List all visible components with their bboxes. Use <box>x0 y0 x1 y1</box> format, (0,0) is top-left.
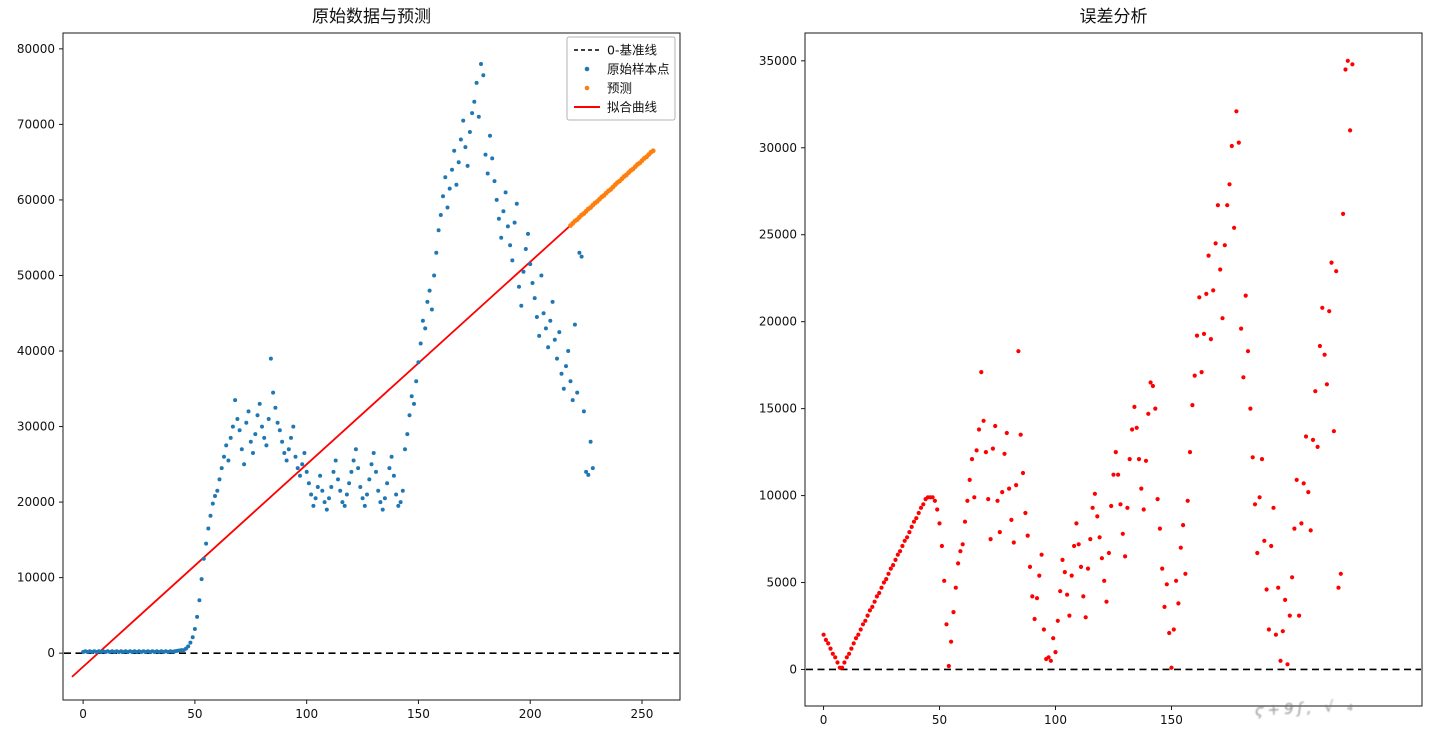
legend-label: 拟合曲线 <box>607 100 658 115</box>
y-tick-label: 35000 <box>759 54 797 68</box>
fit-line <box>71 149 654 678</box>
series-original-points <box>81 62 595 654</box>
legend-box <box>566 36 676 121</box>
x-tick-label: 150 <box>407 707 430 721</box>
series-error-points <box>821 58 1355 670</box>
series-prediction-points <box>568 148 656 229</box>
y-tick-label: 0 <box>47 646 55 660</box>
y-tick-label: 40000 <box>17 344 55 358</box>
legend-label: 0-基准线 <box>607 43 657 58</box>
legend-marker-dot <box>584 66 590 72</box>
legend-marker-dot <box>584 85 590 91</box>
chart-original-vs-prediction: 0 50 100 150 200 250 0 10000 20000 30000 40000 5000… <box>17 7 681 721</box>
y-tick-label: 5000 <box>766 576 797 590</box>
x-tick-label: 50 <box>932 713 947 727</box>
y-tick-label: 20000 <box>759 315 797 329</box>
y-tick-label: 25000 <box>759 228 797 242</box>
y-tick-label: 50000 <box>17 268 55 282</box>
x-tick-label: 0 <box>79 707 87 721</box>
legend-label: 预测 <box>607 81 632 96</box>
x-axis: 0 50 100 150 <box>820 706 1183 727</box>
y-tick-label: 15000 <box>759 402 797 416</box>
y-tick-label: 20000 <box>17 495 55 509</box>
chart-title: 原始数据与预测 <box>312 7 431 27</box>
x-tick-label: 0 <box>820 713 828 727</box>
y-tick-label: 30000 <box>17 420 55 434</box>
y-tick-label: 0 <box>789 662 797 676</box>
y-tick-label: 70000 <box>17 117 55 131</box>
legend-label: 原始样本点 <box>607 62 670 77</box>
y-tick-label: 10000 <box>17 571 55 585</box>
plot-border <box>62 32 681 701</box>
x-axis: 0 50 100 150 200 250 <box>79 700 653 721</box>
y-tick-label: 10000 <box>759 489 797 503</box>
x-tick-label: 50 <box>187 707 202 721</box>
y-tick-label: 80000 <box>17 42 55 56</box>
y-axis: 0 5000 10000 15000 20000 25000 30000 35000 <box>759 54 805 676</box>
y-axis: 0 10000 20000 30000 40000 50000 60000 70000 8000… <box>17 42 63 660</box>
chart-error-analysis: 0 50 100 150 0 5000 10000 15000 20000 25000 30000 3… <box>759 7 1423 727</box>
x-tick-label: 100 <box>295 707 318 721</box>
x-tick-label: 150 <box>1160 713 1183 727</box>
chart-title: 误差分析 <box>1080 7 1148 27</box>
plot-border <box>804 32 1423 707</box>
x-tick-label: 100 <box>1044 713 1067 727</box>
y-tick-label: 60000 <box>17 193 55 207</box>
x-tick-label: 200 <box>519 707 542 721</box>
x-tick-label: 250 <box>631 707 654 721</box>
y-tick-label: 30000 <box>759 141 797 155</box>
